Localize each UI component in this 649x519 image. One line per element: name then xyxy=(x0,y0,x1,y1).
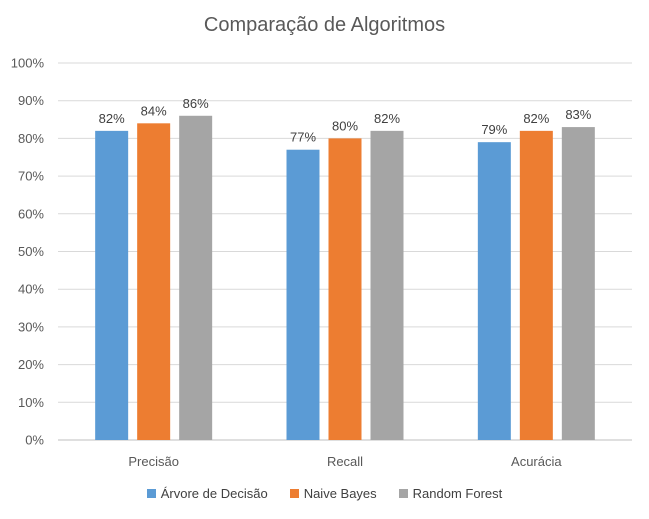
y-tick-label: 80% xyxy=(18,131,44,146)
legend: Árvore de Decisão Naive Bayes Random Fores… xyxy=(0,486,649,501)
legend-swatch xyxy=(289,489,299,498)
data-label: 80% xyxy=(332,118,358,133)
chart-title: Comparação de Algoritmos xyxy=(203,14,446,36)
legend-label: Naive Bayes xyxy=(303,486,377,501)
legend-label: Árvore de Decisão xyxy=(160,486,268,501)
legend-item: Naive Bayes xyxy=(289,486,377,501)
data-label: 77% xyxy=(290,130,316,145)
legend-item: Random Forest xyxy=(398,486,503,501)
y-tick-label: 70% xyxy=(18,169,44,184)
bar xyxy=(561,127,595,440)
legend-swatch xyxy=(398,489,408,498)
bar xyxy=(95,130,129,441)
data-label: 82% xyxy=(99,111,125,126)
y-tick-label: 90% xyxy=(18,93,44,108)
bar xyxy=(370,130,404,441)
y-tick-label: 50% xyxy=(18,244,44,259)
y-tick-label: 60% xyxy=(18,206,44,221)
data-label: 84% xyxy=(141,103,167,118)
data-label: 83% xyxy=(565,107,591,122)
y-tick-label: 30% xyxy=(18,319,44,334)
data-label: 86% xyxy=(183,96,209,111)
bar xyxy=(519,130,553,441)
bar xyxy=(328,138,362,440)
x-tick-label: Acurácia xyxy=(511,454,562,469)
y-tick-label: 20% xyxy=(18,357,44,372)
data-label: 79% xyxy=(481,122,507,137)
legend-swatch xyxy=(146,489,156,498)
legend-label: Random Forest xyxy=(412,486,503,501)
bar xyxy=(477,142,511,441)
y-tick-label: 40% xyxy=(18,282,44,297)
y-tick-label: 100% xyxy=(11,56,45,71)
x-tick-label: Precisão xyxy=(128,454,179,469)
x-tick-label: Recall xyxy=(327,454,363,469)
data-label: 82% xyxy=(374,111,400,126)
y-tick-label: 0% xyxy=(25,433,44,448)
bar xyxy=(137,123,171,440)
legend-item: Árvore de Decisão xyxy=(146,486,268,501)
bar xyxy=(179,115,213,440)
y-tick-label: 10% xyxy=(18,395,44,410)
data-label: 82% xyxy=(523,111,549,126)
bar xyxy=(286,149,320,440)
